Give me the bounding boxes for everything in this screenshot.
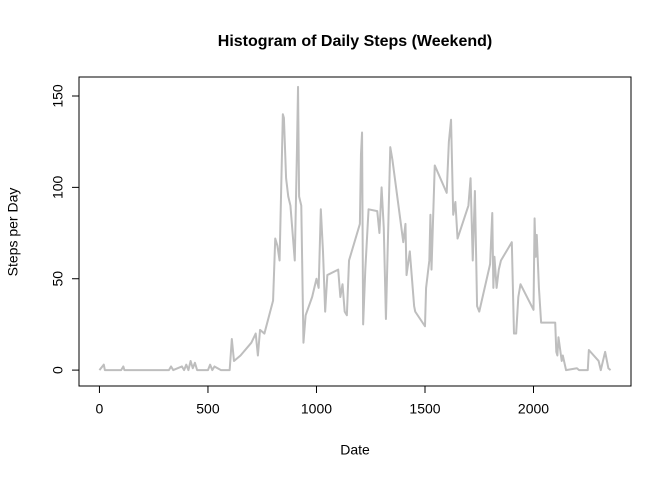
x-tick-label: 0 bbox=[96, 401, 104, 417]
x-axis-label: Date bbox=[340, 442, 370, 458]
y-tick-label: 50 bbox=[50, 271, 66, 287]
data-line bbox=[98, 85, 612, 372]
y-axis-label: Steps per Day bbox=[5, 188, 21, 277]
x-tick-label: 1500 bbox=[409, 401, 440, 417]
x-tick-label: 500 bbox=[196, 401, 220, 417]
y-tick-label: 100 bbox=[50, 175, 66, 199]
y-tick-label: 150 bbox=[50, 84, 66, 108]
x-tick-label: 1000 bbox=[301, 401, 332, 417]
plot-frame bbox=[78, 76, 632, 387]
x-tick-label: 2000 bbox=[518, 401, 549, 417]
chart-title: Histogram of Daily Steps (Weekend) bbox=[218, 33, 492, 50]
y-tick-label: 0 bbox=[50, 366, 66, 374]
